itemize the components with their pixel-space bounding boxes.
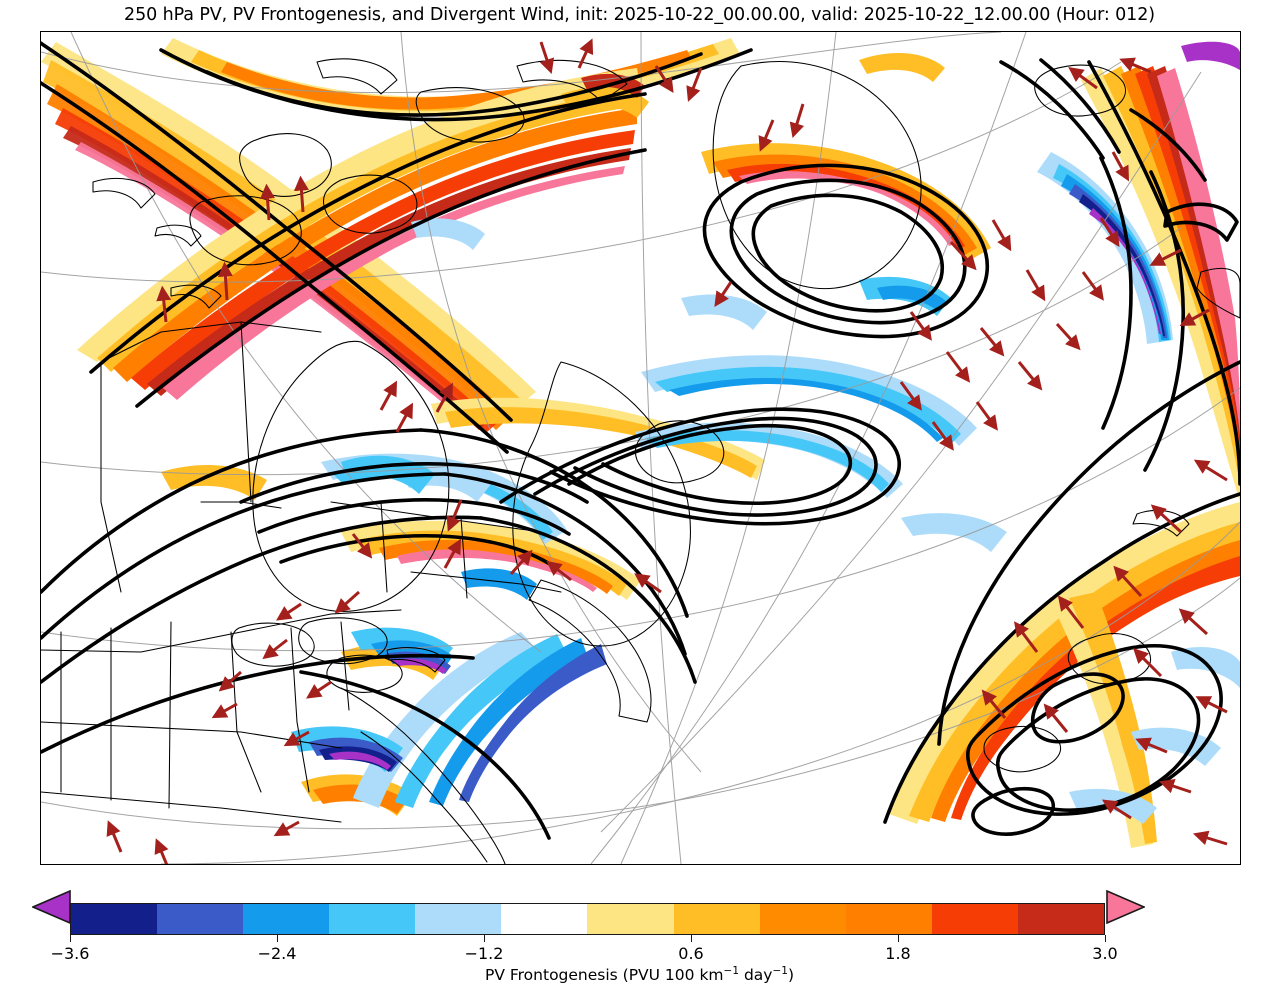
colorbar-tick-label-5: 3.0 <box>1092 944 1118 963</box>
colorbar-extend-right <box>1105 890 1145 924</box>
figure-title: 250 hPa PV, PV Frontogenesis, and Diverg… <box>124 5 1155 25</box>
colorbar-tick-0 <box>70 935 71 942</box>
map-axes[interactable] <box>40 31 1241 865</box>
colorbar-tick-label-1: −2.4 <box>257 944 297 963</box>
colorbar-band-3 <box>329 904 416 934</box>
colorbar-tick-label-0: −3.6 <box>50 944 90 963</box>
colorbar-ticks: −3.6 −2.4 −1.2 0.6 1.8 3.0 <box>0 935 1279 975</box>
colorbar-band-list <box>70 903 1105 935</box>
colorbar-band-5 <box>501 904 588 934</box>
colorbar-tick-label-2: −1.2 <box>464 944 504 963</box>
map-canvas <box>41 32 1240 864</box>
colorbar-tick-1 <box>277 935 278 942</box>
colorbar-bands-axes <box>70 903 1105 935</box>
colorbar-tick-3 <box>691 935 692 942</box>
colorbar-band-9 <box>845 904 932 934</box>
colorbar-band-10 <box>931 904 1018 934</box>
colorbar-band-4 <box>415 904 502 934</box>
colorbar-tick-5 <box>1105 935 1106 942</box>
colorbar-label-end: ) <box>787 966 794 984</box>
colorbar-extend-left <box>32 890 71 924</box>
colorbar-band-0 <box>71 904 158 934</box>
colorbar-tick-4 <box>898 935 899 942</box>
colorbar-tick-label-3: 0.6 <box>678 944 704 963</box>
colorbar-label-main: PV Frontogenesis (PVU 100 km <box>484 966 724 984</box>
colorbar-tick-2 <box>484 935 485 942</box>
colorbar-band-1 <box>157 904 244 934</box>
colorbar-band-6 <box>587 904 674 934</box>
colorbar-band-8 <box>759 904 846 934</box>
colorbar-band-7 <box>673 904 760 934</box>
pv-contours <box>41 41 1240 840</box>
colorbar-tick-label-4: 1.8 <box>885 944 911 963</box>
colorbar-label-exp2: −1 <box>772 964 788 977</box>
colorbar-band-2 <box>243 904 330 934</box>
colorbar-label-exp1: −1 <box>723 964 740 977</box>
colorbar-label: PV Frontogenesis (PVU 100 km−1 day−1) <box>0 965 1279 985</box>
colorbar-band-11 <box>1017 904 1104 934</box>
divergent-wind-vectors <box>106 38 1228 864</box>
colorbar-label-mid: day <box>739 966 773 984</box>
colorbar: −3.6 −2.4 −1.2 0.6 1.8 3.0 PV Frontogenesis (… <box>0 890 1279 1001</box>
